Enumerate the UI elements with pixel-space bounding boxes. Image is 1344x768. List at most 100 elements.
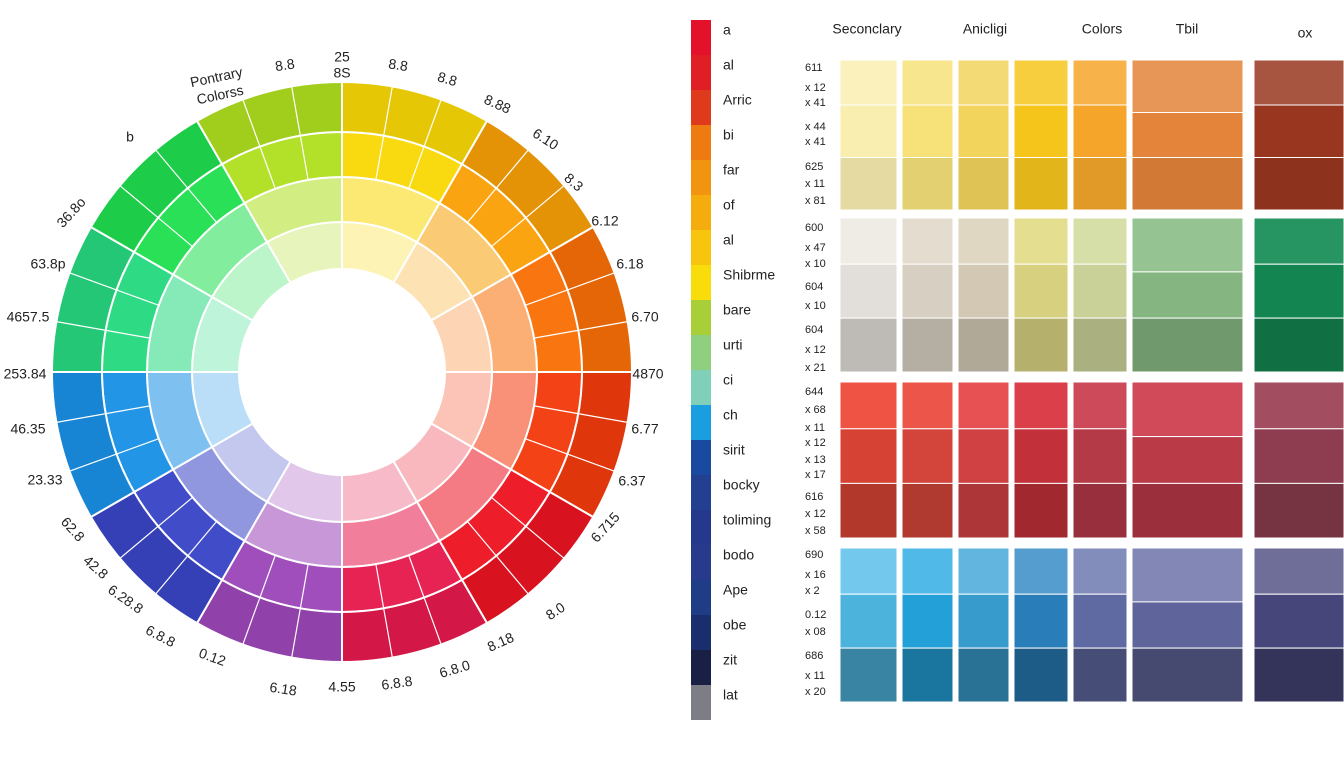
color-swatch — [901, 317, 954, 373]
color-swatch — [1131, 59, 1244, 113]
legend-label: bi — [723, 127, 734, 143]
legend-swatch — [691, 335, 711, 370]
row-label: x 41 — [805, 136, 826, 148]
color-swatch — [1013, 428, 1069, 484]
color-swatch — [1131, 601, 1244, 649]
color-swatch — [1253, 317, 1344, 373]
wheel-label: 6.37 — [618, 473, 645, 489]
row-label: x 12 — [805, 344, 826, 356]
color-swatch — [1131, 381, 1244, 438]
color-swatch — [901, 381, 954, 430]
row-label: x 2 — [805, 585, 820, 597]
color-swatch — [1253, 157, 1344, 211]
legend-label: ci — [723, 372, 733, 388]
color-swatch — [839, 59, 898, 106]
legend-swatch — [691, 510, 711, 545]
color-swatch — [957, 547, 1010, 595]
color-swatch — [839, 263, 898, 319]
color-swatch — [1072, 104, 1128, 158]
color-swatch — [957, 647, 1010, 703]
color-wheel: PontraryColorssb36.8o63.8p4657.5253.8446… — [4, 49, 664, 699]
legend-swatch — [691, 650, 711, 685]
wheel-divider — [69, 272, 159, 306]
wheel-divider — [525, 438, 615, 472]
color-swatch — [901, 647, 954, 703]
wheel-divider — [408, 555, 442, 645]
swatch-table: Seconclary Anicligi Colors Tbil ox 611 x 12 x 4… — [805, 21, 1344, 703]
row-label: x 58 — [805, 525, 826, 537]
row-label: x 16 — [805, 569, 826, 581]
color-swatch — [957, 482, 1010, 539]
row-label: x 81 — [805, 195, 826, 207]
wheel-label: 8.8 — [274, 55, 296, 74]
color-swatch — [839, 157, 898, 211]
wheel-label: 63.8p — [30, 256, 65, 272]
wheel-divider — [375, 563, 393, 658]
color-swatch — [1253, 428, 1344, 484]
wheel-label: 8.8 — [436, 68, 459, 89]
color-swatch — [1131, 317, 1244, 373]
row-label: x 20 — [805, 686, 826, 698]
wheel-hole — [239, 269, 445, 475]
row-label: x 47 — [805, 242, 826, 254]
wheel-divider — [466, 149, 529, 224]
color-swatch — [1072, 593, 1128, 649]
row-label: x 12 — [805, 82, 826, 94]
legend-label: a — [723, 22, 731, 38]
color-swatch — [1013, 59, 1069, 106]
wheel-divider — [490, 185, 565, 248]
color-swatch — [1253, 217, 1344, 265]
color-swatch — [1013, 104, 1069, 158]
color-swatch — [1253, 547, 1344, 595]
color-swatch — [1072, 59, 1128, 106]
row-label: x 21 — [805, 362, 826, 374]
legend-swatch — [691, 300, 711, 335]
color-swatch — [957, 217, 1010, 265]
color-swatch — [1072, 157, 1128, 211]
wheel-divider — [119, 185, 194, 248]
column-header: Colors — [1082, 21, 1122, 37]
wheel-label: 8S — [333, 65, 350, 81]
legend-label: toliming — [723, 512, 771, 528]
wheel-divider — [291, 563, 309, 658]
row-label: x 11 — [805, 422, 825, 434]
legend-swatch — [691, 20, 711, 55]
row-label: 604 — [805, 324, 823, 336]
color-swatch — [1013, 547, 1069, 595]
wheel-label: 253.84 — [4, 366, 47, 382]
wheel-label: 6.12 — [591, 213, 618, 229]
row-label: x 11 — [805, 178, 825, 190]
color-swatch — [1072, 647, 1128, 703]
color-swatch — [957, 593, 1010, 649]
legend-label: bocky — [723, 477, 760, 493]
legend-label: lat — [723, 687, 738, 703]
row-label: 611 — [805, 62, 823, 74]
color-swatch — [1072, 217, 1128, 265]
legend-swatch — [691, 405, 711, 440]
color-swatch — [901, 547, 954, 595]
color-swatch — [957, 381, 1010, 430]
color-swatch — [1013, 593, 1069, 649]
legend-swatch — [691, 580, 711, 615]
color-swatch — [901, 593, 954, 649]
row-label: 625 — [805, 161, 823, 173]
color-swatch — [1253, 381, 1344, 430]
legend-label: obe — [723, 617, 747, 633]
wheel-divider — [69, 438, 159, 472]
wheel-label: 4657.5 — [7, 309, 50, 325]
column-header: Tbil — [1176, 21, 1199, 37]
wheel-divider — [242, 555, 276, 645]
color-swatch — [957, 428, 1010, 484]
legend-swatch — [691, 615, 711, 650]
color-swatch — [1013, 217, 1069, 265]
legend-swatch — [691, 475, 711, 510]
row-label: 644 — [805, 386, 823, 398]
color-swatch — [839, 217, 898, 265]
legend-swatch — [691, 685, 711, 720]
color-swatch — [839, 647, 898, 703]
color-swatch — [1253, 59, 1344, 106]
color-swatch — [839, 317, 898, 373]
color-swatch — [1131, 436, 1244, 484]
legend-swatch — [691, 125, 711, 160]
wheel-label: 6.70 — [631, 309, 658, 325]
